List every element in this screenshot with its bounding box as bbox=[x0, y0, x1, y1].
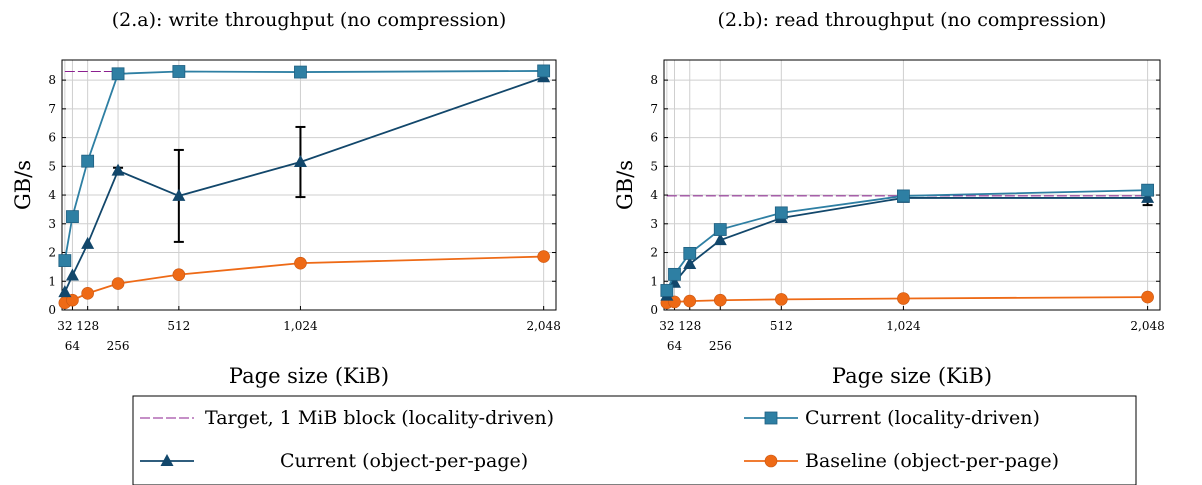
data-point-current_locality bbox=[683, 246, 697, 260]
legend-label-current_locality: Current (locality-driven) bbox=[805, 407, 1040, 429]
data-point-current_object bbox=[81, 236, 95, 249]
data-point-baseline bbox=[294, 256, 307, 270]
data-point-baseline bbox=[897, 292, 910, 305]
legend-box bbox=[132, 395, 1137, 485]
y-tick-label: 8 bbox=[650, 73, 658, 87]
data-point-current_locality bbox=[774, 206, 788, 220]
legend-label-target: Target, 1 MiB block (locality-driven) bbox=[205, 407, 554, 429]
chart-read-throughput: (2.b): read throughput (no compression) 0… bbox=[613, 9, 1165, 388]
data-point-current_object bbox=[58, 285, 72, 298]
data-point-baseline bbox=[81, 287, 94, 300]
data-point-current_locality bbox=[172, 65, 186, 78]
legend-label-current_object: Current (object-per-page) bbox=[280, 450, 528, 472]
y-tick-label: 8 bbox=[48, 73, 56, 87]
x-axis-label: Page size (KiB) bbox=[832, 364, 992, 388]
series-line-current_locality bbox=[666, 189, 1148, 291]
data-point-current_locality bbox=[713, 223, 727, 236]
legend-marker-baseline bbox=[764, 454, 778, 468]
data-point-current_locality bbox=[660, 284, 674, 297]
data-point-current_locality bbox=[668, 267, 681, 281]
x-tick-label: 2,048 bbox=[526, 319, 560, 333]
legend: Target, 1 MiB block (locality-driven) Cur… bbox=[132, 395, 1137, 485]
data-point-baseline bbox=[683, 294, 697, 308]
plot-frame bbox=[61, 59, 557, 311]
chart-title: (2.a): write throughput (no compression) bbox=[112, 9, 507, 31]
x-tick-label: 64 bbox=[65, 339, 81, 353]
data-point-current_locality bbox=[58, 254, 72, 267]
x-tick-label: 512 bbox=[167, 319, 190, 333]
y-axis-label: GB/s bbox=[613, 160, 637, 210]
data-point-baseline bbox=[111, 277, 125, 290]
y-tick-label: 2 bbox=[48, 246, 56, 260]
x-tick-label: 256 bbox=[107, 339, 130, 353]
data-point-current_locality bbox=[897, 189, 910, 203]
data-point-current_object bbox=[683, 257, 697, 270]
x-tick-label: 128 bbox=[76, 319, 99, 333]
x-tick-label: 32 bbox=[57, 319, 72, 333]
y-tick-label: 1 bbox=[650, 274, 658, 288]
y-tick-label: 3 bbox=[650, 217, 658, 231]
y-tick-label: 1 bbox=[48, 274, 56, 288]
data-point-current_locality bbox=[294, 65, 307, 79]
y-tick-label: 3 bbox=[48, 217, 56, 231]
data-point-current_object bbox=[172, 188, 186, 201]
x-tick-label: 256 bbox=[709, 339, 732, 353]
y-tick-label: 6 bbox=[650, 131, 658, 145]
y-tick-label: 7 bbox=[650, 102, 658, 116]
y-tick-label: 4 bbox=[650, 188, 658, 202]
y-tick-label: 7 bbox=[48, 102, 56, 116]
data-point-baseline bbox=[1141, 290, 1154, 304]
x-tick-label: 1,024 bbox=[886, 319, 921, 333]
data-point-current_locality bbox=[66, 210, 79, 224]
data-point-current_locality bbox=[81, 154, 95, 168]
data-point-current_locality bbox=[537, 64, 551, 78]
data-point-current_object bbox=[111, 163, 125, 176]
y-tick-label: 4 bbox=[48, 188, 56, 202]
y-tick-label: 0 bbox=[48, 303, 56, 317]
data-point-current_object bbox=[293, 155, 307, 168]
data-point-baseline bbox=[66, 293, 79, 307]
data-point-current_object bbox=[713, 233, 727, 246]
chart-write-throughput: (2.a): write throughput (no compression)… bbox=[11, 9, 561, 388]
y-tick-label: 6 bbox=[48, 131, 56, 145]
x-tick-label: 64 bbox=[667, 339, 683, 353]
data-point-current_locality bbox=[1141, 183, 1154, 197]
x-tick-label: 128 bbox=[678, 319, 701, 333]
y-tick-label: 5 bbox=[650, 159, 658, 173]
x-tick-label: 512 bbox=[770, 319, 793, 333]
plot-frame bbox=[663, 59, 1161, 311]
x-axis-label: Page size (KiB) bbox=[229, 364, 389, 388]
x-tick-label: 1,024 bbox=[283, 319, 318, 333]
data-point-current_locality bbox=[111, 67, 125, 81]
y-tick-label: 0 bbox=[650, 303, 658, 317]
legend-marker-current_object bbox=[160, 454, 174, 466]
legend-marker-current_locality bbox=[764, 411, 778, 425]
y-axis-label: GB/s bbox=[11, 160, 35, 210]
data-point-current_object bbox=[1141, 190, 1155, 203]
data-point-baseline bbox=[713, 293, 727, 307]
x-tick-label: 2,048 bbox=[1130, 319, 1164, 333]
data-point-baseline bbox=[172, 268, 186, 281]
y-tick-label: 2 bbox=[650, 246, 658, 260]
data-point-current_object bbox=[65, 268, 79, 281]
chart-title: (2.b): read throughput (no compression) bbox=[718, 9, 1107, 31]
data-point-baseline bbox=[537, 250, 550, 263]
data-point-baseline bbox=[775, 293, 788, 306]
legend-label-baseline: Baseline (object-per-page) bbox=[805, 450, 1059, 472]
y-tick-label: 5 bbox=[48, 159, 56, 173]
x-tick-label: 32 bbox=[659, 319, 674, 333]
